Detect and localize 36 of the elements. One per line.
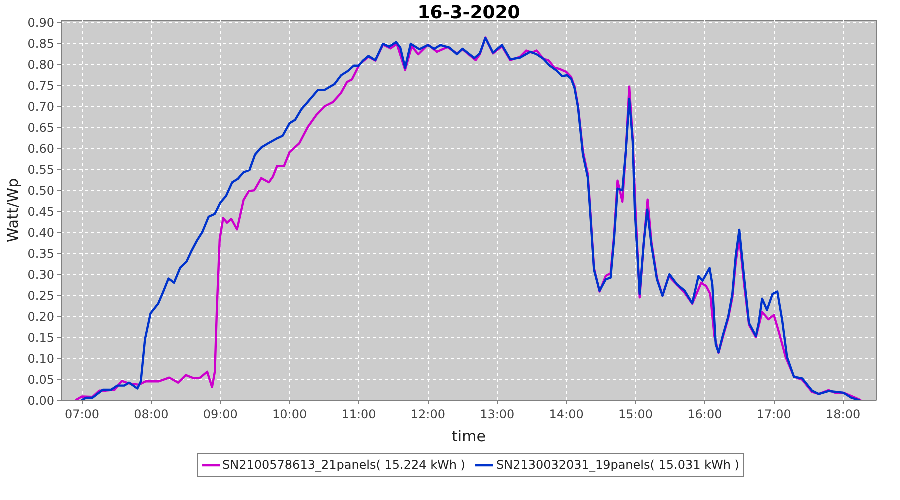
y-tick-label: 0.90	[28, 16, 54, 30]
y-tick-label: 0.50	[28, 184, 54, 198]
y-tick-label: 0.25	[28, 289, 54, 304]
y-tick-label: 0.05	[28, 373, 54, 388]
x-tick-label: 18:00	[826, 408, 861, 422]
y-tick-label: 0.55	[28, 163, 54, 178]
y-tick-label: 0.70	[28, 100, 54, 114]
x-tick-label: 14:00	[549, 408, 584, 422]
legend-label: SN2130032031_19panels( 15.031 kWh )	[496, 458, 740, 472]
chart-title: 16-3-2020	[418, 2, 520, 24]
y-tick-label: 0.80	[28, 58, 54, 72]
x-tick-label: 08:00	[134, 408, 169, 422]
x-tick-label: 11:00	[342, 408, 376, 422]
y-tick-label: 0.60	[28, 142, 54, 156]
y-tick-label: 0.75	[28, 79, 54, 94]
x-tick-label: 13:00	[480, 408, 515, 422]
x-tick-label: 17:00	[756, 408, 792, 422]
x-tick-label: 09:00	[203, 408, 238, 422]
x-tick-label: 12:00	[410, 408, 446, 422]
y-tick-label: 0.40	[28, 226, 54, 240]
y-tick-label: 0.35	[28, 247, 54, 262]
y-tick-label: 0.85	[28, 37, 54, 52]
y-tick-label: 0.45	[28, 205, 54, 220]
y-tick-label: 0.00	[28, 394, 54, 408]
y-tick-label: 0.30	[28, 268, 54, 282]
y-tick-label: 0.15	[28, 331, 54, 346]
x-tick-label: 15:00	[618, 408, 654, 422]
x-tick-label: 07:00	[64, 408, 100, 422]
y-tick-label: 0.65	[28, 121, 54, 136]
legend-label: SN2100578613_21panels( 15.224 kWh )	[222, 458, 466, 472]
x-tick-label: 16:00	[688, 408, 722, 422]
x-tick-label: 10:00	[272, 408, 308, 422]
y-axis-title: Watt/Wp	[4, 178, 22, 243]
y-tick-label: 0.20	[28, 310, 54, 324]
y-tick-label: 0.10	[28, 352, 54, 366]
x-axis-title: time	[452, 428, 486, 446]
